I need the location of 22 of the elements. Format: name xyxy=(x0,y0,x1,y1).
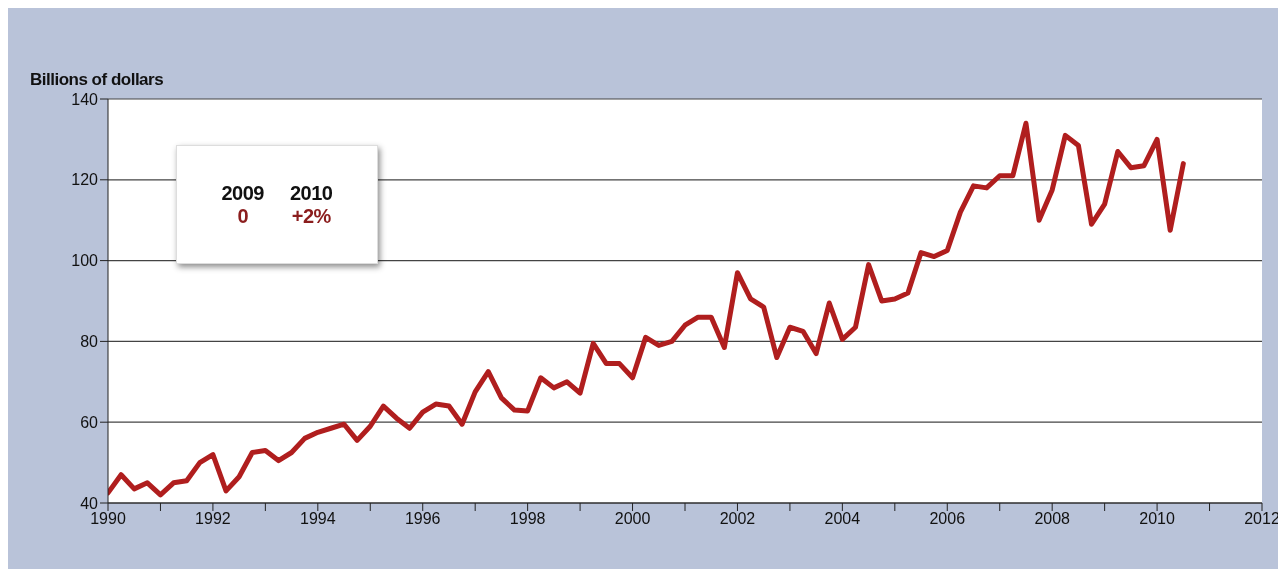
x-tick-label: 1992 xyxy=(195,510,231,528)
x-tick-label: 2008 xyxy=(1034,510,1071,528)
x-tick-label: 2006 xyxy=(929,510,966,528)
x-tick-label: 2002 xyxy=(719,510,756,528)
annotation: 2010 xyxy=(290,181,333,205)
annotation: 2009 xyxy=(221,181,264,205)
x-tick-label: 2010 xyxy=(1139,510,1175,528)
x-tick-label: 2000 xyxy=(614,510,651,528)
x-tick-label: 2004 xyxy=(824,510,861,528)
annotation: +2% xyxy=(290,204,332,228)
y-tick-label: 100 xyxy=(71,252,99,270)
x-tick-label: 1990 xyxy=(90,510,126,528)
annotation: 0 xyxy=(236,204,250,228)
y-tick-label: 80 xyxy=(80,333,99,351)
y-tick-label: 120 xyxy=(71,171,99,189)
x-tick-label: 1996 xyxy=(404,510,441,528)
x-tick-label: 1998 xyxy=(509,510,546,528)
y-tick-label: 60 xyxy=(80,413,99,431)
x-tick-label: 1994 xyxy=(300,510,336,528)
y-tick-label: 40 xyxy=(80,494,99,512)
y-tick-label: 140 xyxy=(71,90,99,108)
y-axis-title: Billions of dollars xyxy=(30,70,164,90)
